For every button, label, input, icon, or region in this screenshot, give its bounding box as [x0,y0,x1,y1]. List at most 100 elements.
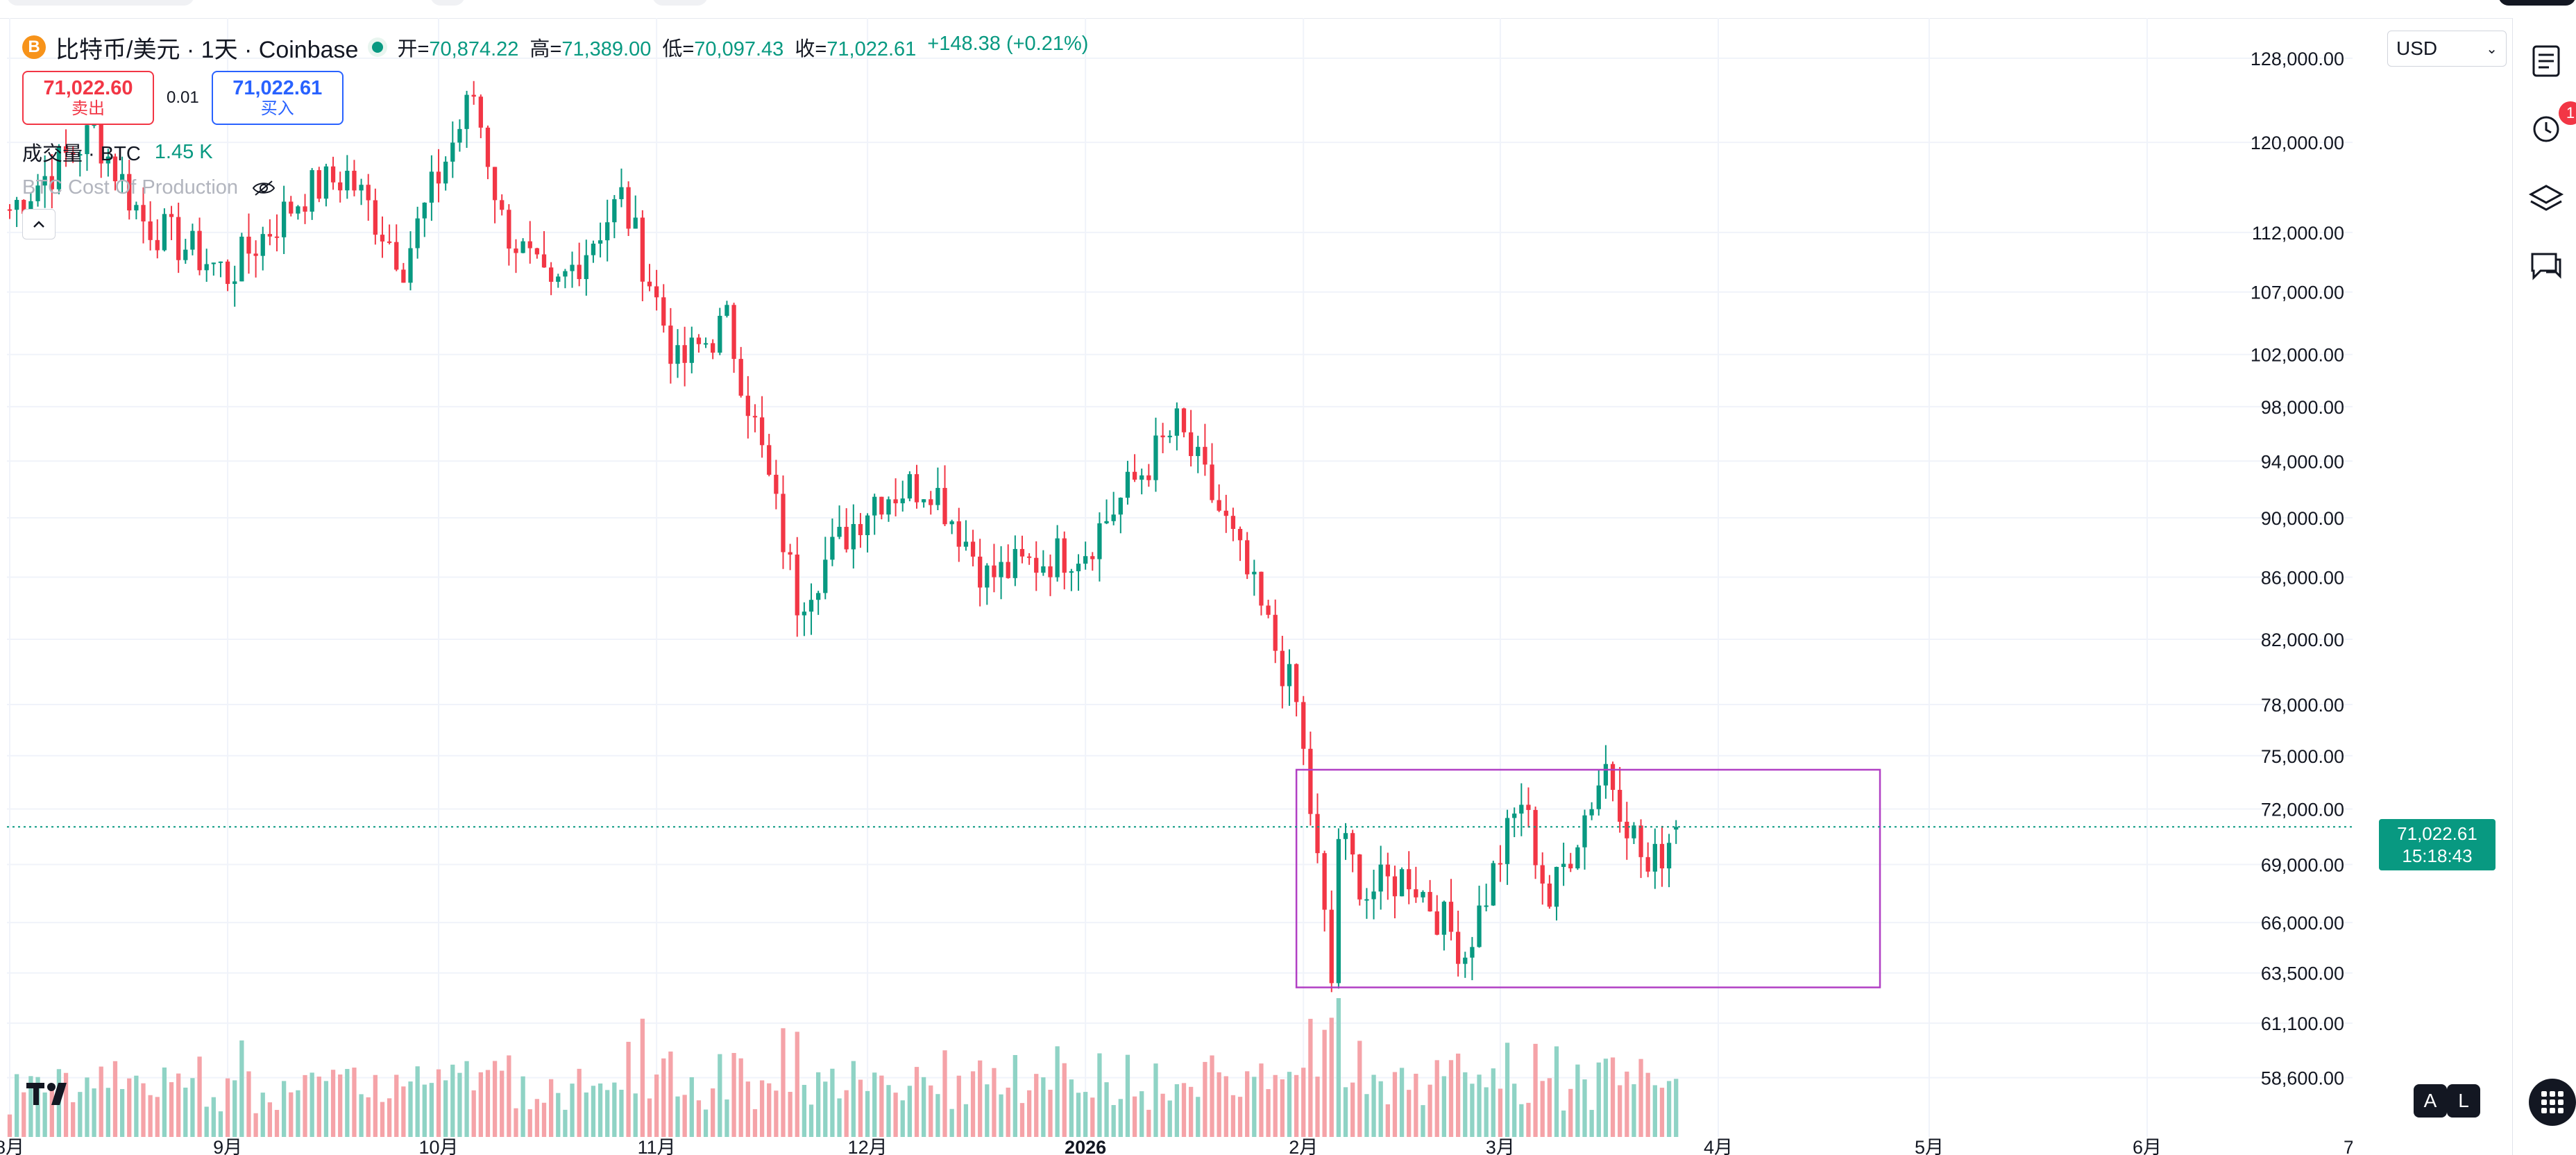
candle-body [816,593,821,600]
log-scale-button[interactable]: L [2447,1084,2480,1118]
candle-body [591,244,596,255]
candle-body [1484,905,1489,907]
ohlc-open-label: 开= [397,38,430,60]
candle-body [141,205,146,222]
chevron-up-icon[interactable] [22,209,56,239]
volume-bar [689,1077,694,1137]
candle-body [1083,556,1088,564]
toolbar-pill[interactable] [430,0,465,6]
volume-bar [1414,1073,1418,1137]
volume-bar [303,1074,307,1137]
candle-body [1308,748,1313,814]
candle-body [689,337,694,363]
candle-body [1441,902,1447,935]
candle-body [85,125,90,155]
buy-button[interactable]: 71,022.61 买入 [211,71,344,125]
candle-body [633,217,638,229]
chat-icon[interactable] [2527,247,2566,286]
volume-bar [281,1081,287,1137]
alert-clock-icon[interactable] [2527,108,2566,147]
volume-bar [316,1077,321,1137]
volume-legend[interactable]: 成交量 · BTC 1.45 K [22,137,1088,167]
candle-body [316,170,321,199]
indicator-legend[interactable]: BTC Cost Of Production [22,176,1088,199]
apps-grid-icon[interactable] [2529,1079,2576,1126]
symbol-title[interactable]: 比特币/美元 · 1天 · Coinbase [56,36,359,63]
candle-body [731,305,736,360]
volume-bar [296,1090,300,1137]
volume-bar [1069,1079,1074,1137]
candle-body [28,201,33,214]
toolbar-pill[interactable] [652,0,708,6]
watchlist-icon[interactable] [2527,42,2566,81]
candle-body [1568,863,1573,869]
candle-body [92,124,96,126]
volume-bar [851,1061,856,1137]
candle-body [893,499,898,504]
candle-body [900,498,905,504]
volume-bar [563,1109,568,1137]
candle-body [49,176,54,189]
ohlc-change: +148.38 (+0.21%) [927,33,1089,55]
candle-body [520,241,525,253]
volume-bar [478,1072,483,1137]
candle-body [500,200,505,210]
candle-body [556,276,561,282]
volume-bar [718,1054,722,1137]
tradingview-logo-icon[interactable] [26,1080,76,1108]
candle-body [795,554,799,616]
volume-bar [1146,1109,1151,1137]
volume-bar [78,1092,83,1137]
volume-bar [507,1055,511,1137]
auto-scale-button[interactable]: A [2414,1084,2447,1118]
x-tick-label: 3月 [1486,1137,1515,1155]
market-status-icon[interactable] [368,37,388,57]
sell-button[interactable]: 71,022.60 卖出 [22,71,154,125]
volume-bar [591,1086,596,1137]
candle-body [1146,475,1151,480]
candle-body [1062,538,1067,573]
search-pill[interactable] [7,0,194,6]
candle-body [514,248,518,253]
candle-body [942,487,947,525]
y-tick-label: 82,000.00 [2261,630,2344,650]
candle-body [788,552,793,555]
volume-bar [1484,1087,1489,1137]
volume-bar [500,1070,505,1137]
volume-bar [28,1076,33,1137]
volume-bar [119,1088,125,1137]
volume-bar [1034,1074,1039,1137]
candle-body [1026,556,1032,558]
candle-body [457,128,462,143]
candle-body [169,214,174,217]
layers-icon[interactable] [2527,179,2566,218]
candle-body [148,221,153,240]
candle-body [429,171,434,203]
volume-bar [907,1086,913,1137]
candle-body [1174,408,1180,436]
candle-body [1371,891,1376,900]
candle-body [978,556,983,588]
candle-body [759,417,765,446]
candle-body [1343,833,1348,839]
candle-body [802,612,807,616]
volume-bar [1153,1063,1158,1137]
candle-body [724,305,729,317]
currency-select[interactable]: USD ⌄ [2387,31,2507,67]
y-tick-label: 75,000.00 [2261,746,2344,767]
profile-pill[interactable] [2498,0,2576,6]
volume-bar [1062,1063,1067,1137]
candle-body [682,345,687,363]
candle-body [1301,702,1306,749]
volume-bar [1111,1105,1116,1137]
candle-body [1498,863,1503,865]
candle-body [718,316,722,353]
volume-bar [767,1083,772,1137]
candle-body [1547,883,1552,907]
candle-body [703,343,709,345]
candle-body [1294,664,1299,702]
eye-hidden-icon[interactable] [252,180,276,196]
candle-body [22,200,26,214]
volume-bar [1638,1059,1643,1137]
volume-bar [366,1097,371,1137]
